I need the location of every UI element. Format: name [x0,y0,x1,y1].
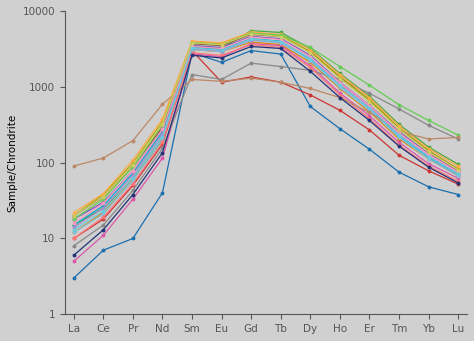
Y-axis label: Sample/Chrondrite: Sample/Chrondrite [7,114,17,212]
